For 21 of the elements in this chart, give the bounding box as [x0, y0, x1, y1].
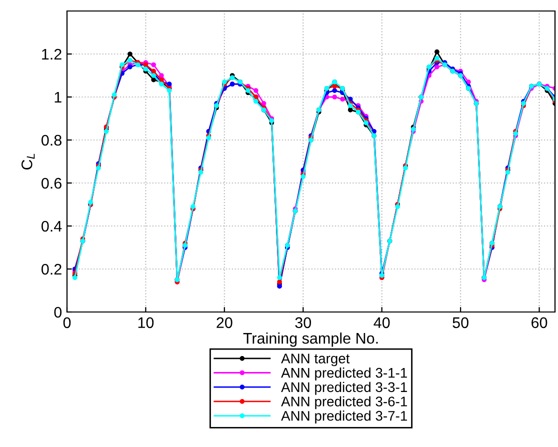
y-tick-label: 0.6: [42, 178, 62, 189]
x-axis-title: Training sample No.: [243, 332, 378, 347]
x-tick-label: 10: [138, 317, 154, 328]
x-tick-label: 50: [452, 317, 468, 328]
y-axis-title: C$_{L}$: [21, 154, 35, 170]
legend-label: ANN predicted 3-7-1: [281, 410, 407, 424]
y-tick-label: 0.2: [42, 264, 62, 275]
x-tick-label: 30: [295, 317, 312, 328]
legend-label: ANN predicted 3-6-1: [281, 396, 407, 410]
x-tick-label: 20: [216, 317, 232, 328]
x-tick-label: 0: [63, 317, 71, 328]
y-tick-label: 0: [54, 306, 62, 318]
legend-label: ANN target: [281, 354, 350, 366]
y-tick-label: 0.8: [42, 134, 62, 146]
x-tick-label: 40: [374, 317, 390, 328]
y-tick-label: 0.4: [42, 220, 62, 232]
x-tick-label: 60: [532, 317, 548, 328]
legend-label: ANN predicted 3-3-1: [281, 382, 407, 395]
legend-label: ANN predicted 3-1-1: [281, 368, 407, 380]
y-tick-label: 1: [54, 92, 62, 103]
y-tick-label: 1.2: [42, 48, 62, 60]
